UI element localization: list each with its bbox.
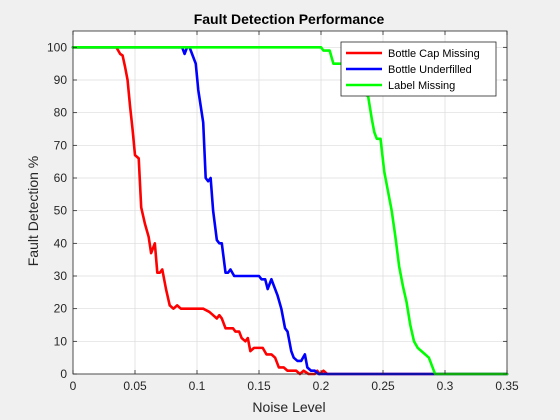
x-axis-label: Noise Level — [252, 399, 325, 415]
legend: Bottle Cap Missing Bottle Underfilled Labe… — [340, 41, 497, 97]
legend-label: Bottle Cap Missing — [388, 48, 480, 60]
y-tick-label: 60 — [54, 171, 68, 185]
x-tick-label: 0.05 — [123, 379, 147, 393]
x-tick-label: 0 — [70, 379, 77, 393]
series-line-bottle-cap-missing — [71, 46, 509, 376]
y-tick-label: 40 — [54, 236, 68, 250]
x-tick-label: 0.35 — [495, 379, 519, 393]
y-tick-label: 90 — [54, 73, 68, 87]
y-tick-label: 20 — [54, 302, 68, 316]
series-layer — [71, 46, 509, 376]
y-tick-label: 50 — [54, 204, 68, 218]
x-tick-label: 0.1 — [189, 379, 206, 393]
x-tick-label: 0.15 — [247, 379, 271, 393]
x-tick-label: 0.3 — [437, 379, 454, 393]
axis-ticks: 0 0.05 0.1 0.15 0.2 0.25 0.3 0.35 0 10 20 30 40 50 60 7… — [47, 31, 519, 393]
x-tick-label: 0.2 — [313, 379, 330, 393]
y-tick-label: 0 — [60, 367, 67, 381]
chart-title: Fault Detection Performance — [194, 11, 385, 27]
y-tick-label: 80 — [54, 106, 68, 120]
series-line-bottle-underfilled — [71, 46, 509, 376]
y-tick-label: 100 — [47, 40, 67, 54]
y-tick-label: 30 — [54, 269, 68, 283]
legend-label: Label Missing — [388, 80, 455, 92]
x-tick-label: 0.25 — [371, 379, 395, 393]
y-axis-label: Fault Detection % — [25, 156, 41, 267]
series-line-label-missing — [71, 46, 509, 376]
y-tick-label: 10 — [54, 334, 68, 348]
plot-frame — [72, 30, 508, 375]
legend-label: Bottle Underfilled — [388, 64, 472, 76]
y-tick-label: 70 — [54, 138, 68, 152]
